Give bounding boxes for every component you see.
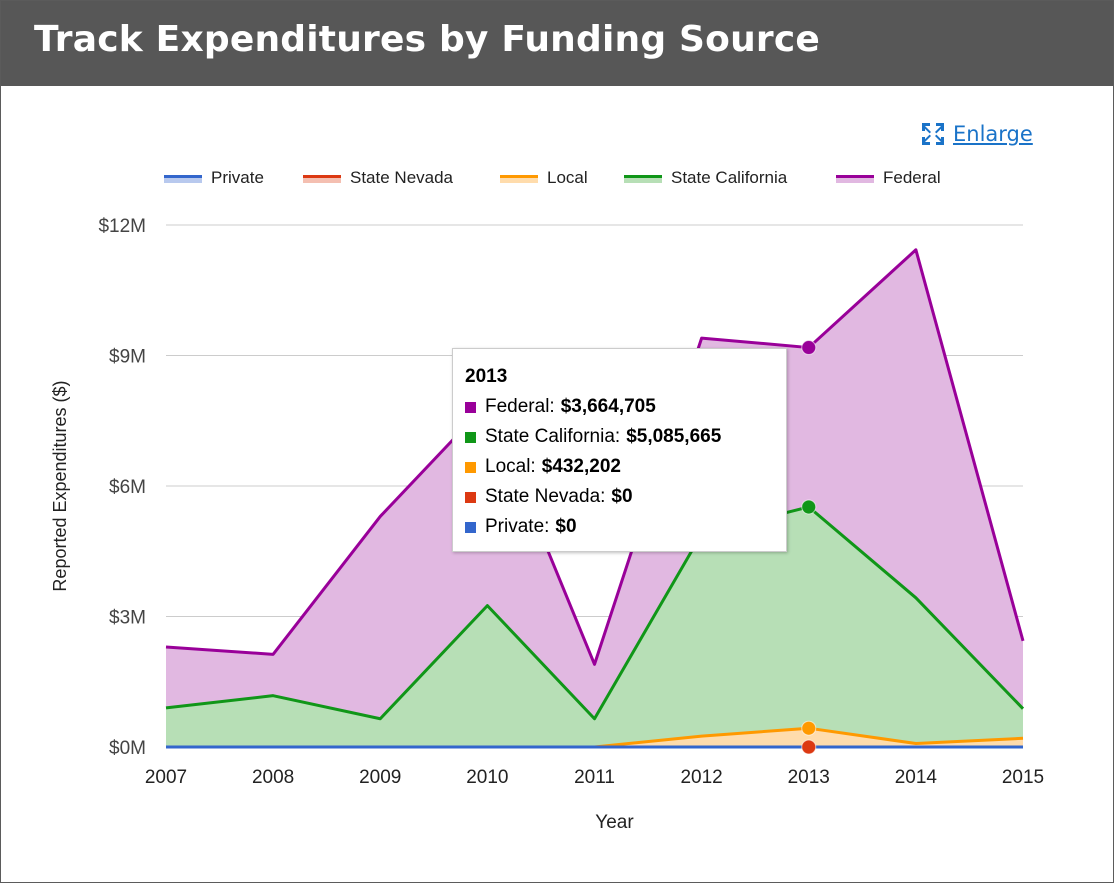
tooltip-row-private: Private: $0: [465, 515, 577, 539]
legend-item-private[interactable]: Private: [164, 165, 264, 191]
tooltip-swatch-private: [465, 521, 476, 533]
point-local: [801, 720, 817, 736]
legend-item-state-nevada[interactable]: State Nevada: [303, 165, 453, 191]
legend-swatch-state-nevada: [303, 173, 341, 183]
legend-swatch-local: [500, 173, 538, 183]
tooltip-title: 2013: [465, 366, 508, 387]
point-federal: [801, 340, 817, 356]
x-tick-label: 2012: [680, 767, 722, 788]
panel-header: Track Expenditures by Funding Source: [1, 1, 1113, 86]
line-federal: [165, 248, 1025, 666]
tooltip-row-state-nevada: State Nevada: $0: [465, 485, 633, 509]
legend-label-federal: Federal: [883, 168, 941, 187]
x-tick-label: 2010: [466, 767, 508, 788]
tooltip-swatch-state-nevada: [465, 491, 476, 503]
legend-item-local[interactable]: Local: [500, 165, 588, 191]
tooltip-value-federal: $3,664,705: [560, 396, 656, 417]
tooltip-row-federal: Federal: $3,664,705: [465, 395, 656, 419]
area-federal: [166, 249, 1023, 719]
enlarge-link[interactable]: Enlarge: [921, 122, 1033, 146]
legend-item-federal[interactable]: Federal: [836, 165, 941, 191]
legend-label-local: Local: [547, 168, 588, 187]
legend-swatch-private: [164, 173, 202, 183]
legend-label-private: Private: [211, 168, 264, 187]
y-tick-label: $12M: [98, 216, 146, 237]
tooltip-label-state-california: State California:: [485, 426, 621, 447]
tooltip-value-state-nevada: $0: [611, 486, 633, 507]
x-tick-label: 2014: [895, 767, 938, 788]
x-tick-label: 2008: [252, 767, 294, 788]
tooltip-swatch-federal: [465, 401, 476, 413]
panel-title: Track Expenditures by Funding Source: [34, 19, 821, 60]
x-tick-label: 2009: [359, 767, 401, 788]
point-state-nevada: [801, 739, 817, 755]
line-state-california: [165, 505, 1025, 721]
point-state-california: [801, 499, 817, 515]
y-tick-label: $6M: [109, 477, 146, 498]
area-state-california: [166, 506, 1023, 747]
expand-icon: [922, 123, 944, 145]
legend-swatch-state-california: [624, 173, 662, 183]
legend-label-state-california: State California: [671, 168, 788, 187]
tooltip-row-state-california: State California: $5,085,665: [465, 425, 721, 449]
x-axis-title: Year: [595, 812, 634, 833]
x-tick-label: 2011: [574, 767, 615, 788]
legend-swatch-federal: [836, 173, 874, 183]
y-tick-label: $0M: [109, 738, 146, 759]
tooltip-value-private: $0: [555, 516, 577, 537]
tooltip-value-local: $432,202: [541, 456, 621, 477]
chart-tooltip: 2013 Federal: $3,664,705 State Californi…: [452, 348, 787, 552]
legend-label-state-nevada: State Nevada: [350, 168, 454, 187]
y-tick-label: $3M: [109, 608, 146, 629]
tooltip-swatch-local: [465, 461, 476, 473]
tooltip-value-state-california: $5,085,665: [626, 426, 722, 447]
legend-item-state-california[interactable]: State California: [624, 165, 787, 191]
x-tick-label: 2007: [145, 767, 187, 788]
tooltip-row-local: Local: $432,202: [465, 455, 621, 479]
tooltip-label-federal: Federal:: [485, 396, 555, 417]
tooltip-label-local: Local:: [485, 456, 536, 477]
x-tick-label: 2015: [1002, 767, 1044, 788]
chart-legend: Private State Nevada Local State Califor…: [1, 165, 1113, 195]
tooltip-swatch-state-california: [465, 431, 476, 443]
x-tick-label: 2013: [788, 767, 830, 788]
y-tick-label: $9M: [109, 347, 146, 368]
y-axis-title: Reported Expenditures ($): [50, 380, 70, 591]
tooltip-label-private: Private:: [485, 516, 550, 537]
enlarge-label: Enlarge: [953, 122, 1033, 146]
tooltip-label-state-nevada: State Nevada:: [485, 486, 606, 507]
